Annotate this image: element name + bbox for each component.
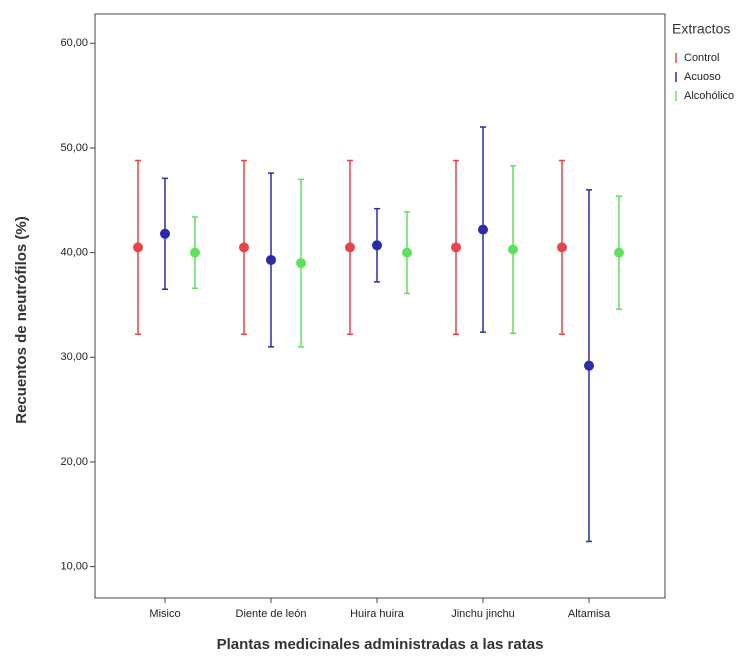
legend-title: Extractos (672, 21, 730, 37)
y-tick-label: 10,00 (60, 561, 88, 573)
mean-point (614, 248, 624, 258)
plot-frame (95, 14, 665, 598)
mean-point (190, 248, 200, 258)
mean-point (478, 225, 488, 235)
y-axis-title: Recuentos de neutrófilos (%) (13, 216, 30, 424)
x-tick-label: Huira huira (350, 608, 405, 620)
y-tick-label: 40,00 (60, 247, 88, 259)
y-tick-label: 30,00 (60, 351, 88, 363)
x-axis-title: Plantas medicinales administradas a las … (217, 636, 544, 653)
mean-point (584, 361, 594, 371)
mean-point (160, 229, 170, 239)
x-tick-label: Jinchu jinchu (451, 608, 515, 620)
x-tick-label: Altamisa (568, 608, 611, 620)
mean-point (345, 242, 355, 252)
x-tick-label: Misico (149, 608, 180, 620)
chart: Recuentos de neutrófilos (%) Plantas med… (0, 0, 754, 661)
y-tick-label: 50,00 (60, 142, 88, 154)
mean-point (266, 255, 276, 265)
mean-point (133, 242, 143, 252)
mean-point (296, 258, 306, 268)
mean-point (508, 244, 518, 254)
y-tick-label: 60,00 (60, 37, 88, 49)
mean-point (372, 240, 382, 250)
legend-label: Control (684, 52, 719, 64)
mean-point (451, 242, 461, 252)
mean-point (239, 242, 249, 252)
legend-label: Acuoso (684, 71, 721, 83)
mean-point (557, 242, 567, 252)
mean-point (402, 248, 412, 258)
x-tick-label: Diente de león (236, 608, 307, 620)
legend-label: Alcohólico (684, 90, 734, 102)
y-tick-label: 20,00 (60, 456, 88, 468)
